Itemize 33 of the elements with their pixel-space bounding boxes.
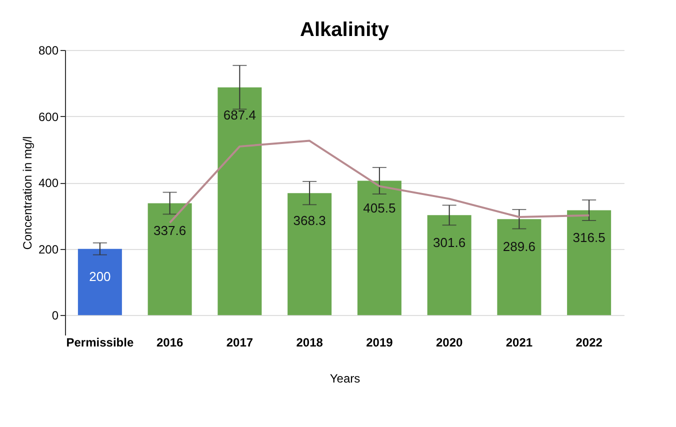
data-label: 200 (89, 268, 111, 284)
data-label: 687.4 (223, 107, 256, 122)
line-series (168, 140, 590, 224)
data-label: 405.5 (363, 200, 396, 216)
data-label: 337.6 (154, 223, 186, 238)
bar (357, 180, 402, 316)
bar (218, 87, 262, 316)
x-tick-label: 2021 (506, 336, 533, 350)
y-tick-label: 200 (38, 242, 59, 256)
y-tick-label: 600 (38, 110, 59, 124)
data-label: 368.3 (293, 213, 326, 228)
x-tick-label: 2019 (366, 336, 394, 350)
bar (78, 248, 122, 316)
bar (148, 203, 192, 316)
x-tick-label: 2016 (156, 336, 184, 350)
chart-title: Alkalinity (300, 19, 390, 41)
bar (497, 219, 542, 316)
y-axis-title: Concentration in mg/l (20, 136, 34, 250)
x-tick-label: 2022 (576, 336, 603, 350)
bar (427, 215, 472, 316)
x-tick-label: Permissible (66, 336, 134, 350)
y-tick-label: 800 (38, 44, 59, 58)
x-axis-title: Years (330, 372, 360, 386)
bar (288, 193, 332, 316)
data-label: 316.5 (572, 230, 606, 246)
y-tick-label: 400 (38, 176, 59, 190)
x-tick-label: 2020 (436, 336, 463, 350)
y-tick-label: 0 (52, 308, 59, 323)
bar (567, 210, 612, 316)
x-tick-label: 2018 (296, 336, 324, 350)
x-tick-label: 2017 (226, 336, 254, 350)
data-label: 301.6 (433, 235, 466, 250)
data-label: 289.6 (502, 239, 536, 254)
